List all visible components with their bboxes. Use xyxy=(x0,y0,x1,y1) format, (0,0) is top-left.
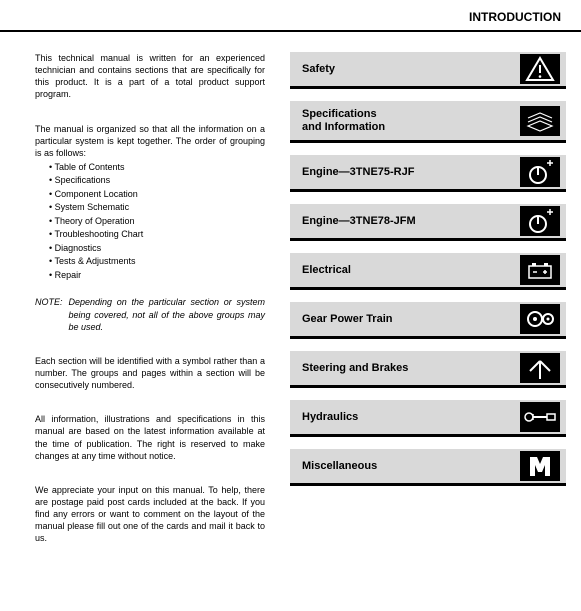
tab-gear-power-train[interactable]: Gear Power Train xyxy=(290,302,566,339)
list-item: Specifications xyxy=(49,174,265,188)
page-header: INTRODUCTION xyxy=(0,0,581,32)
content-area: This technical manual is written for an … xyxy=(0,40,581,567)
engine-icon xyxy=(520,157,560,187)
intro-para-3: Each section will be identified with a s… xyxy=(35,355,265,391)
intro-para-5: We appreciate your input on this manual.… xyxy=(35,484,265,545)
tab-safety[interactable]: Safety xyxy=(290,52,566,89)
tab-label: Engine—3TNE78-JFM xyxy=(302,215,520,228)
note-block: NOTE: Depending on the particular sectio… xyxy=(35,296,265,332)
tab-engine-1[interactable]: Engine—3TNE75-RJF xyxy=(290,155,566,192)
tab-engine-2[interactable]: Engine—3TNE78-JFM xyxy=(290,204,566,241)
tab-label: Engine—3TNE75-RJF xyxy=(302,166,520,179)
misc-icon xyxy=(520,451,560,481)
tab-specifications[interactable]: Specifications and Information xyxy=(290,101,566,143)
tab-label: Specifications and Information xyxy=(302,108,520,133)
book-icon xyxy=(520,106,560,136)
left-column: This technical manual is written for an … xyxy=(0,40,280,567)
tab-label: Electrical xyxy=(302,264,520,277)
list-item: Repair xyxy=(49,269,265,283)
list-item: Table of Contents xyxy=(49,161,265,175)
list-item: Diagnostics xyxy=(49,242,265,256)
list-item: Tests & Adjustments xyxy=(49,255,265,269)
tab-label: Gear Power Train xyxy=(302,313,520,326)
intro-para-4: All information, illustrations and speci… xyxy=(35,413,265,462)
tab-miscellaneous[interactable]: Miscellaneous xyxy=(290,449,566,486)
engine-icon xyxy=(520,206,560,236)
intro-para-1: This technical manual is written for an … xyxy=(35,52,265,101)
right-column: Safety Specifications and Information En… xyxy=(280,40,581,567)
grouping-list: Table of Contents Specifications Compone… xyxy=(35,161,265,283)
list-item: System Schematic xyxy=(49,201,265,215)
list-item: Troubleshooting Chart xyxy=(49,228,265,242)
tab-label: Miscellaneous xyxy=(302,460,520,473)
gears-icon xyxy=(520,304,560,334)
header-title: INTRODUCTION xyxy=(469,10,561,24)
note-label: NOTE: xyxy=(35,296,63,332)
tab-label: Hydraulics xyxy=(302,411,520,424)
steering-icon xyxy=(520,353,560,383)
safety-icon xyxy=(520,54,560,84)
tab-label: Safety xyxy=(302,63,520,76)
battery-icon xyxy=(520,255,560,285)
intro-para-2: The manual is organized so that all the … xyxy=(35,123,265,159)
list-item: Theory of Operation xyxy=(49,215,265,229)
tab-steering-brakes[interactable]: Steering and Brakes xyxy=(290,351,566,388)
note-body: Depending on the particular section or s… xyxy=(63,296,265,332)
hydraulics-icon xyxy=(520,402,560,432)
tab-label: Steering and Brakes xyxy=(302,362,520,375)
tab-hydraulics[interactable]: Hydraulics xyxy=(290,400,566,437)
list-item: Component Location xyxy=(49,188,265,202)
tab-electrical[interactable]: Electrical xyxy=(290,253,566,290)
